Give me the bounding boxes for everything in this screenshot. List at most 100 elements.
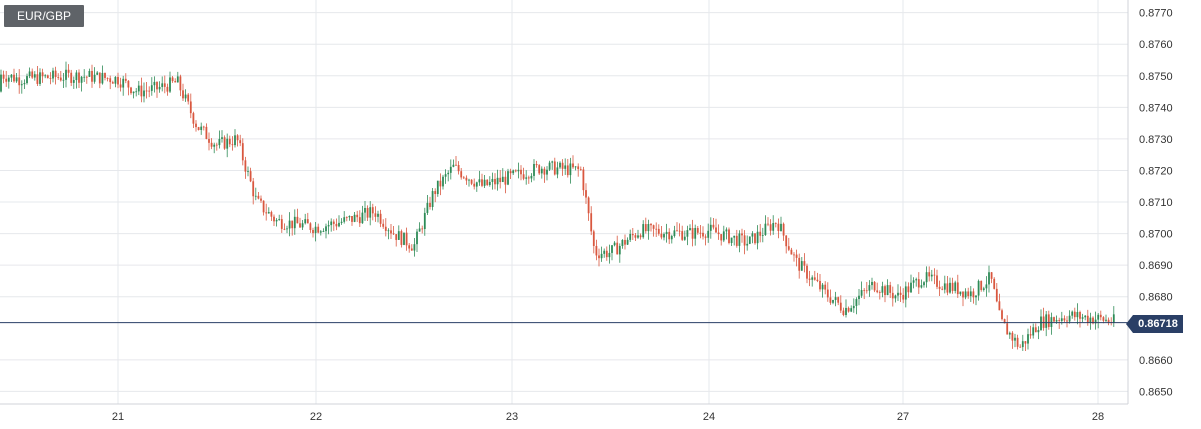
x-axis-labels: 21 22 23 24 27 28	[112, 411, 1104, 423]
candle-body	[104, 72, 106, 78]
candle-body	[806, 265, 808, 279]
candle-body	[943, 283, 946, 290]
candle-body	[332, 221, 335, 224]
candle-body	[343, 217, 346, 222]
candle-body	[1084, 315, 1087, 318]
candle-body	[192, 113, 195, 124]
candle-body	[525, 177, 528, 179]
candle-body	[1079, 312, 1081, 319]
candle-body	[462, 177, 465, 179]
candle-body	[130, 87, 132, 94]
candle-body	[101, 72, 104, 84]
symbol-badge[interactable]: EUR/GBP	[4, 5, 84, 27]
candle-body	[91, 70, 93, 82]
candle-body	[678, 230, 681, 232]
candle-body	[821, 284, 824, 290]
candle-body	[7, 77, 10, 82]
candle-body	[590, 213, 593, 232]
candle-body	[936, 275, 938, 287]
candle-body	[855, 299, 858, 306]
candle-body	[158, 86, 161, 90]
candle-body	[49, 78, 52, 79]
candle-body	[902, 294, 905, 300]
candle-body	[717, 232, 720, 235]
candle-body	[457, 165, 460, 172]
candle-body	[1047, 314, 1050, 327]
y-tick-label: 0.8690	[1139, 260, 1173, 272]
candle-body	[811, 277, 814, 280]
candle-body	[184, 94, 187, 99]
candle-body	[1102, 317, 1105, 321]
candle-body	[746, 243, 749, 246]
candle-body	[41, 72, 44, 77]
candle-body	[691, 228, 694, 239]
candle-body	[886, 285, 889, 296]
y-tick-label: 0.8770	[1139, 8, 1173, 20]
candle-body	[754, 233, 756, 244]
x-tick-label: 27	[897, 411, 909, 423]
candle-body	[803, 261, 806, 266]
candle-body	[75, 72, 78, 81]
candle-body	[262, 200, 265, 213]
candle-body	[187, 94, 190, 102]
candle-body	[582, 169, 585, 191]
candle-body	[509, 171, 512, 174]
candle-body	[907, 286, 910, 293]
candle-body	[106, 77, 109, 79]
candle-body	[949, 282, 951, 293]
candle-body	[564, 165, 567, 169]
candle-body	[1094, 319, 1097, 324]
current-price-tag: 0.86718	[1126, 315, 1183, 333]
candle-body	[897, 292, 899, 296]
candle-body	[449, 166, 452, 173]
candle-body	[631, 233, 634, 236]
candle-body	[252, 181, 255, 197]
y-tick-label: 0.8710	[1139, 197, 1173, 209]
candle-body	[686, 230, 689, 237]
candle-body	[52, 70, 54, 79]
candle-body	[153, 81, 156, 86]
candle-body	[444, 174, 447, 177]
candle-body	[501, 176, 504, 183]
candle-body	[915, 279, 918, 281]
candle-body	[813, 277, 816, 280]
candle-body	[735, 235, 738, 246]
candle-body	[93, 74, 96, 82]
candle-body	[317, 226, 320, 233]
candle-body	[969, 291, 972, 297]
candle-body	[689, 228, 691, 231]
candle-body	[850, 308, 853, 312]
candle-body	[26, 76, 28, 84]
candle-body	[904, 286, 907, 300]
candle-body	[975, 295, 977, 298]
candle-body	[1076, 312, 1079, 318]
candle-body	[894, 295, 897, 299]
candle-body	[585, 190, 587, 198]
x-tick-label: 28	[1092, 411, 1104, 423]
candle-body	[696, 228, 699, 233]
candle-body	[15, 77, 18, 82]
y-tick-label: 0.8730	[1139, 134, 1173, 146]
candle-body	[499, 177, 502, 183]
candle-body	[639, 235, 642, 238]
candle-body	[993, 278, 996, 289]
candle-body	[306, 219, 309, 224]
candle-body	[288, 220, 291, 229]
candle-body	[668, 231, 671, 240]
candle-body	[1073, 311, 1076, 318]
candle-body	[421, 228, 424, 230]
candle-body	[699, 232, 702, 234]
candle-body	[96, 72, 99, 75]
candle-body	[694, 228, 697, 239]
candle-body	[925, 272, 928, 283]
candle-body	[561, 162, 564, 169]
candle-body	[1092, 317, 1094, 324]
candle-body	[642, 224, 645, 238]
candle-body	[878, 292, 881, 293]
candle-body	[371, 207, 374, 214]
candle-body	[356, 214, 359, 218]
candle-body	[319, 231, 322, 233]
candle-body	[20, 84, 23, 86]
candle-body	[163, 83, 166, 87]
